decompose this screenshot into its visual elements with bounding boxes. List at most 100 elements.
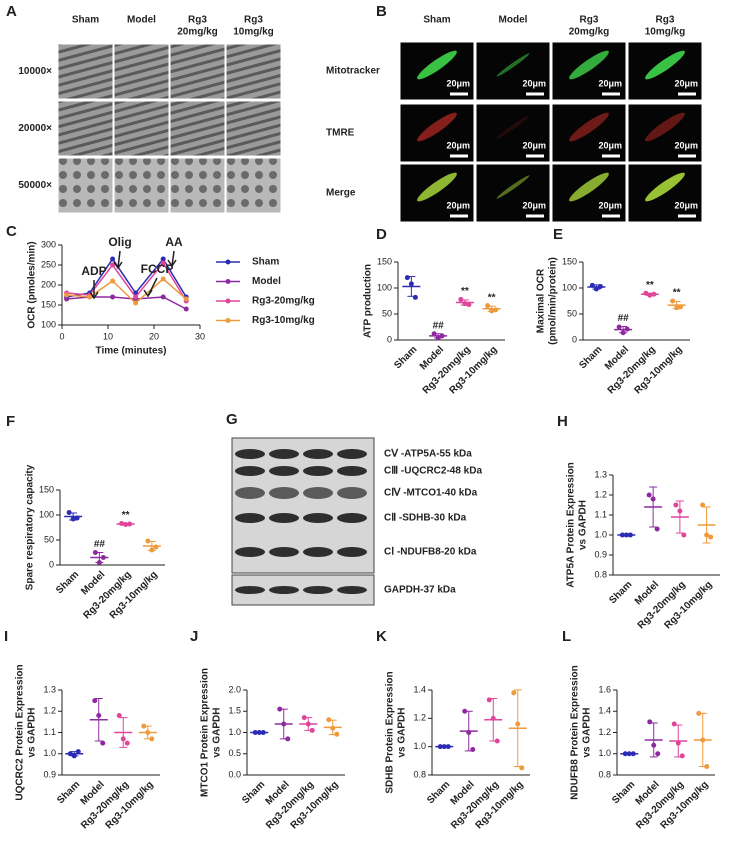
data-point <box>100 740 106 746</box>
data-point <box>127 521 133 527</box>
legend-label: Rg3-20mg/kg <box>252 296 315 307</box>
y-axis-label: UQCRC2 Protein Expression <box>15 664 26 800</box>
column-header: Rg3 <box>188 15 207 26</box>
x-tick-label: Sham <box>425 779 452 806</box>
annotation-arrow <box>171 250 175 267</box>
series-line <box>66 261 187 302</box>
scale-bar-label: 20μm <box>522 140 546 150</box>
data-point <box>647 719 653 725</box>
column-header: 10mg/kg <box>645 27 686 38</box>
scale-bar-label: 20μm <box>522 78 546 88</box>
panel-letter: G <box>226 411 238 428</box>
data-point <box>110 294 116 300</box>
data-point <box>466 730 472 735</box>
scale-bar-label: 20μm <box>522 200 546 210</box>
column-header: Model <box>127 15 156 26</box>
y-tick-label: 1.3 <box>43 684 56 694</box>
data-point <box>252 730 258 735</box>
data-point <box>643 290 649 296</box>
x-tick-label: Rg3-10mg/kg <box>632 344 684 396</box>
band <box>337 586 367 594</box>
significance-label: ** <box>673 288 681 299</box>
panel-letter: K <box>376 628 387 645</box>
data-point <box>74 515 80 521</box>
data-point <box>160 276 166 282</box>
fluorescence-image <box>475 103 551 163</box>
band <box>269 449 299 459</box>
band <box>303 466 333 476</box>
y-tick-label: 1.3 <box>594 469 607 479</box>
panel-letter: C <box>6 223 17 240</box>
band <box>337 487 367 499</box>
data-point <box>445 744 451 750</box>
band-label: CⅢ -UQCRC2-48 kDa <box>384 466 482 477</box>
legend-marker <box>225 259 231 265</box>
fluorescence-image <box>475 41 551 101</box>
row-label: Mitotracker <box>326 66 380 77</box>
band <box>303 586 333 594</box>
data-point <box>470 747 476 752</box>
panel-letter: J <box>190 628 198 645</box>
band <box>269 513 299 523</box>
significance-label: ** <box>461 286 469 297</box>
x-tick-label: 20 <box>149 331 159 341</box>
data-point <box>458 296 464 302</box>
y-axis-label: OCR (pmoles/min) <box>27 241 38 328</box>
data-point <box>96 560 102 565</box>
data-point <box>66 510 72 515</box>
band <box>235 547 265 557</box>
micrograph <box>113 157 170 214</box>
y-tick-label: 1.6 <box>598 684 611 694</box>
data-point <box>64 296 70 302</box>
data-point <box>305 721 311 727</box>
data-point <box>674 305 680 311</box>
scale-bar-label: 20μm <box>674 78 698 88</box>
y-axis-label: (pmol/min/protein) <box>548 257 559 345</box>
data-point <box>627 532 633 538</box>
band-label: CⅣ -MTCO1-40 kDa <box>384 488 478 499</box>
y-tick-label: 1.5 <box>228 706 241 716</box>
data-point <box>110 278 116 284</box>
y-axis-label: MTCO1 Protein Expression <box>200 668 211 797</box>
micrograph <box>225 43 282 100</box>
data-point <box>647 292 653 298</box>
data-point <box>309 727 315 733</box>
x-tick-label: 0 <box>59 331 64 341</box>
data-point <box>70 516 76 522</box>
y-tick-label: 0 <box>387 334 392 344</box>
annotation: ADP <box>81 264 106 278</box>
row-label: 20000× <box>18 123 52 134</box>
data-point <box>673 502 679 508</box>
annotation: Olig <box>108 235 131 249</box>
data-point <box>462 708 468 714</box>
data-point <box>100 555 106 560</box>
data-point <box>654 526 660 532</box>
y-tick-label: 0 <box>49 559 54 569</box>
y-tick-label: 1.0 <box>598 748 611 758</box>
data-point <box>597 283 603 289</box>
cell <box>645 112 685 142</box>
y-axis-label: vs GAPDH <box>582 707 593 757</box>
data-point <box>404 275 410 281</box>
y-tick-label: 0.9 <box>43 769 56 779</box>
x-tick-label: Rg3-10mg/kg <box>108 569 160 621</box>
data-point <box>493 307 499 313</box>
column-header: Rg3 <box>656 15 675 26</box>
annotation: FCCP <box>141 262 174 276</box>
legend-label: Model <box>252 276 281 287</box>
band <box>235 586 265 594</box>
data-point <box>439 333 445 339</box>
x-tick-label: Rg3-10mg/kg <box>662 579 714 631</box>
scale-bar-label: 20μm <box>674 140 698 150</box>
data-point <box>183 306 189 312</box>
scale-bar-label: 20μm <box>446 78 470 88</box>
column-header: 10mg/kg <box>233 27 274 38</box>
y-axis-label: ATP5A Protein Expression <box>566 462 577 588</box>
y-axis-label: Maximal OCR <box>536 268 547 333</box>
data-point <box>277 706 283 712</box>
data-point <box>145 538 151 544</box>
band <box>269 586 299 594</box>
x-tick-label: Sham <box>577 344 604 371</box>
micrograph <box>113 43 170 100</box>
data-point <box>679 753 685 759</box>
